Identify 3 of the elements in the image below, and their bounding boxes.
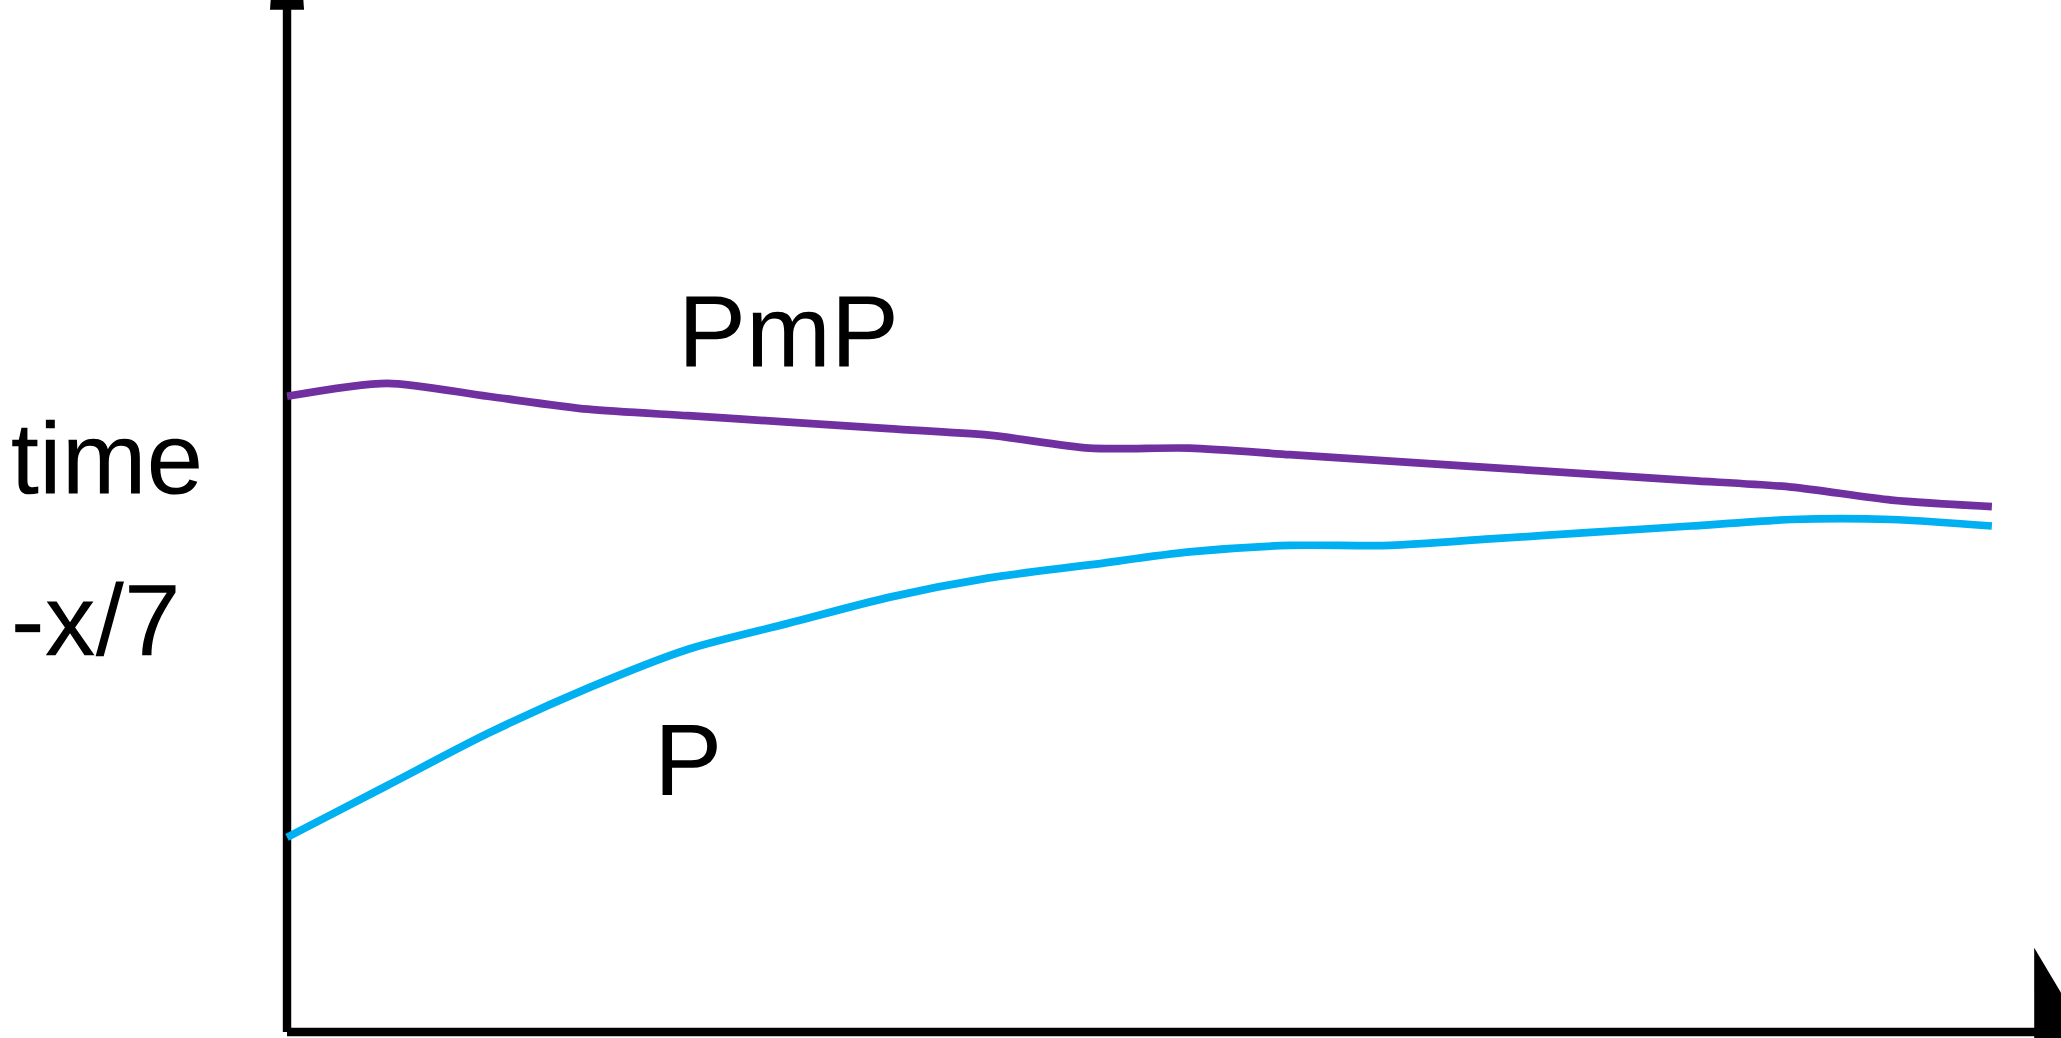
series-label: P xyxy=(662,724,717,796)
series-label: PmP xyxy=(686,296,894,367)
y-axis-title: time -x/7 xyxy=(12,419,199,657)
